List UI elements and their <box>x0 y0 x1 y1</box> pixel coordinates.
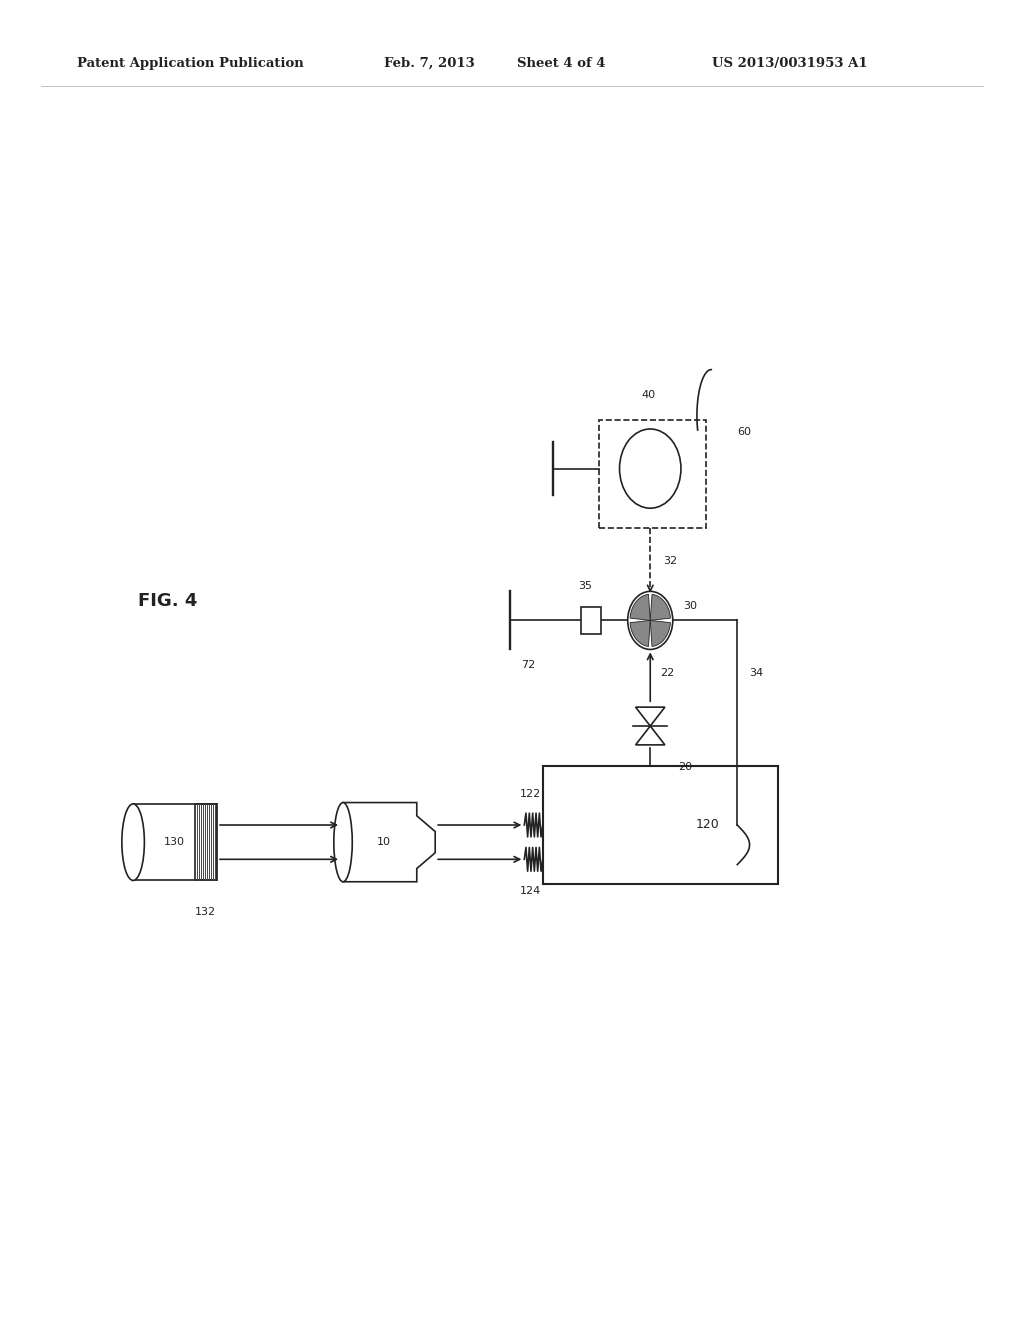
Text: 32: 32 <box>664 556 678 566</box>
Text: 40: 40 <box>641 389 655 400</box>
Text: 60: 60 <box>737 426 751 437</box>
Text: US 2013/0031953 A1: US 2013/0031953 A1 <box>712 57 867 70</box>
Text: 132: 132 <box>196 907 216 917</box>
Text: Patent Application Publication: Patent Application Publication <box>77 57 303 70</box>
Circle shape <box>628 591 673 649</box>
Text: 10: 10 <box>377 837 391 847</box>
Bar <box>543 766 778 884</box>
Bar <box>599 420 707 528</box>
Text: FIG. 4: FIG. 4 <box>138 591 198 610</box>
Text: 124: 124 <box>520 886 541 896</box>
Text: 72: 72 <box>521 660 536 671</box>
Text: Feb. 7, 2013: Feb. 7, 2013 <box>384 57 475 70</box>
Polygon shape <box>343 803 435 882</box>
Polygon shape <box>630 594 650 620</box>
Ellipse shape <box>122 804 144 880</box>
Text: 130: 130 <box>164 837 184 847</box>
Polygon shape <box>650 620 671 647</box>
Text: 35: 35 <box>578 581 592 591</box>
Text: 30: 30 <box>683 601 697 611</box>
Text: 20: 20 <box>678 762 692 772</box>
Ellipse shape <box>334 803 352 882</box>
Text: 22: 22 <box>660 668 675 678</box>
Text: Sheet 4 of 4: Sheet 4 of 4 <box>517 57 605 70</box>
Polygon shape <box>630 620 650 647</box>
Text: 120: 120 <box>695 818 720 832</box>
Bar <box>581 607 601 634</box>
Text: 34: 34 <box>750 668 764 678</box>
Polygon shape <box>650 594 671 620</box>
Text: 122: 122 <box>520 788 541 799</box>
